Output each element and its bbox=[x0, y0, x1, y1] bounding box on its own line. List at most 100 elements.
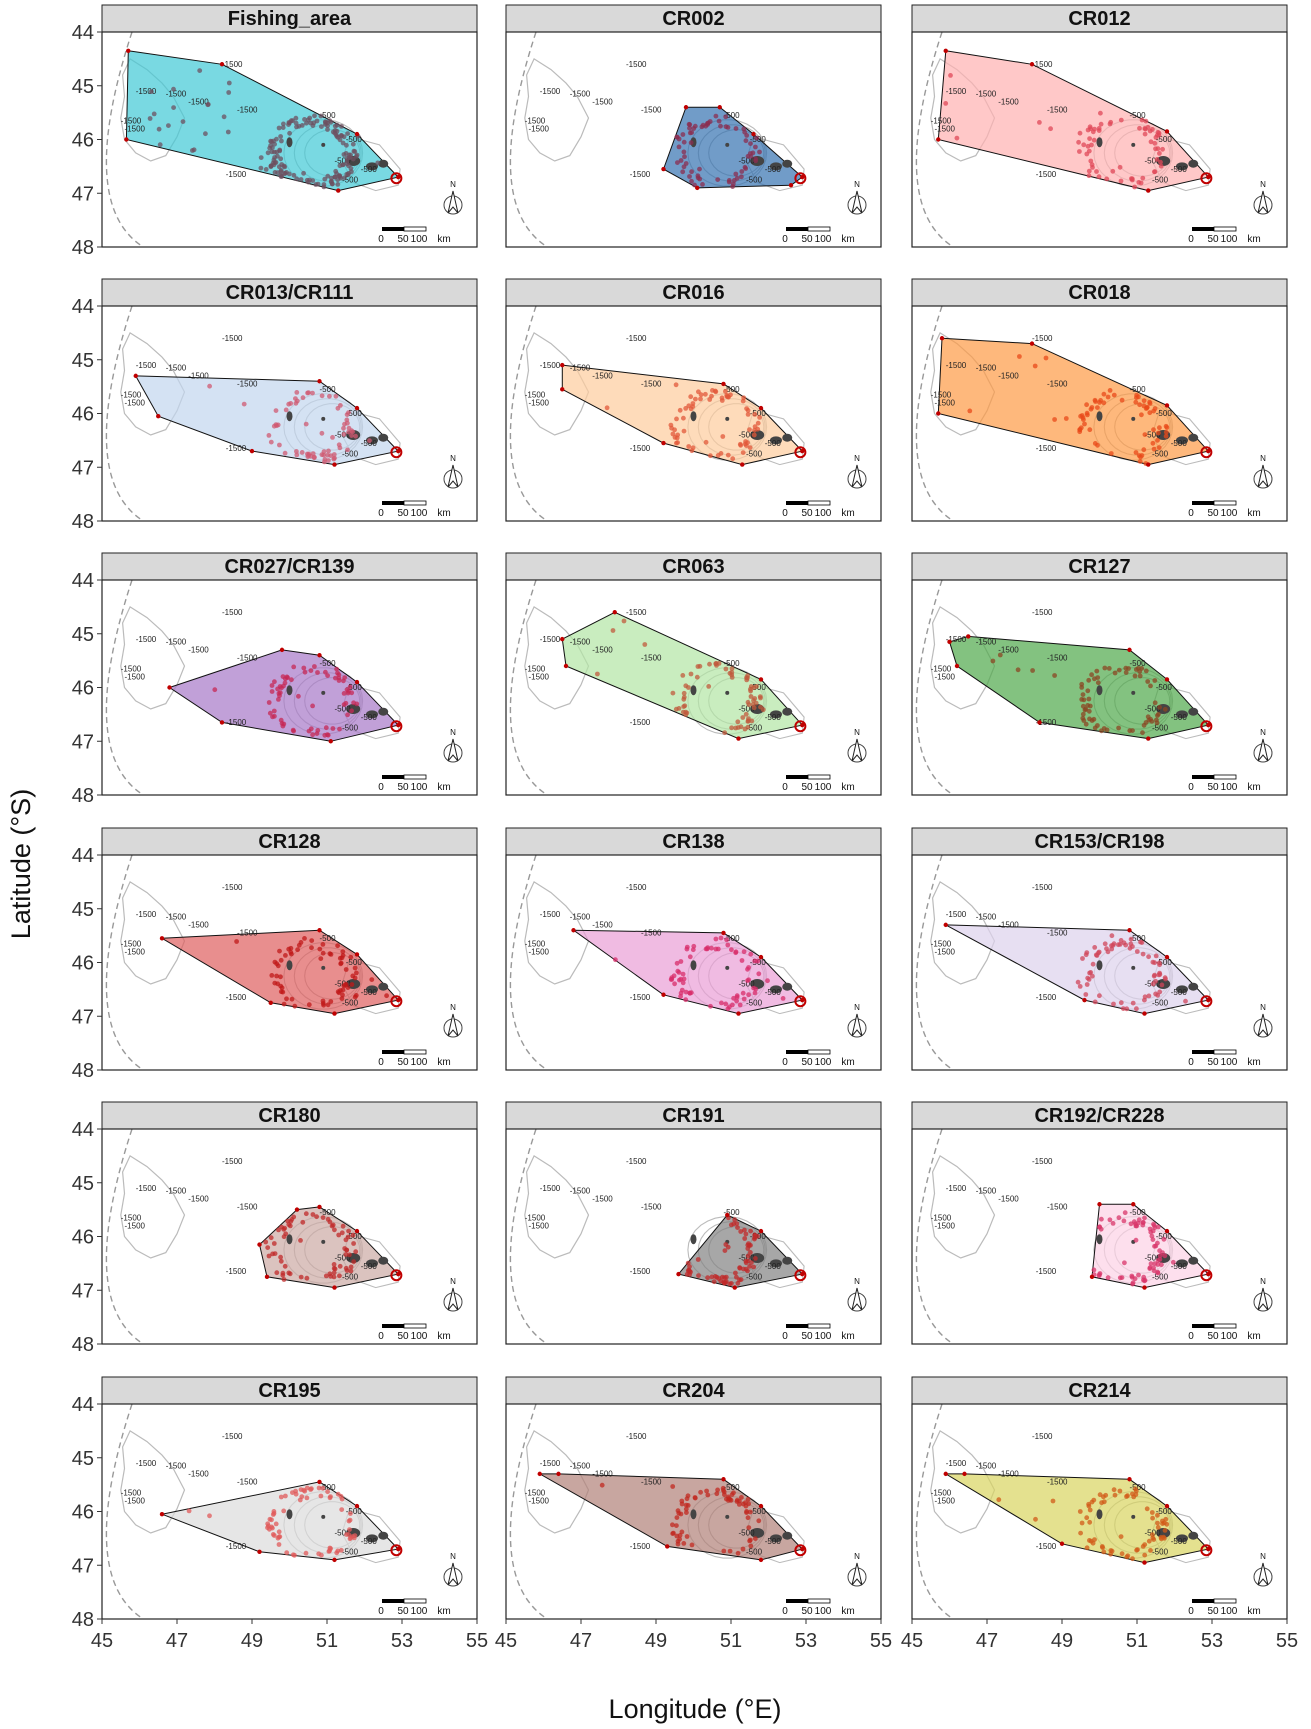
hull-vertex-point bbox=[354, 405, 360, 411]
catch-point bbox=[1118, 117, 1124, 123]
catch-point bbox=[1078, 1530, 1083, 1536]
catch-point bbox=[1050, 1498, 1056, 1504]
catch-point bbox=[1134, 1547, 1139, 1553]
catch-point bbox=[226, 80, 232, 86]
hull-vertex-point bbox=[560, 636, 565, 642]
facet-title: CR195 bbox=[258, 1380, 320, 1402]
north-arrow-label: N bbox=[1260, 728, 1266, 737]
contour-label: -1500 bbox=[998, 1195, 1019, 1204]
catch-point bbox=[686, 444, 692, 449]
catch-point bbox=[711, 1279, 717, 1285]
contour-label: -500 bbox=[739, 705, 756, 714]
catch-point bbox=[327, 118, 333, 123]
hull-vertex-point bbox=[396, 722, 401, 728]
catch-point bbox=[289, 996, 295, 1002]
catch-point bbox=[1183, 998, 1188, 1004]
catch-point bbox=[745, 978, 750, 983]
panel-content: -1500-1500 -1500-1500-1500-1500-1500-1500… bbox=[915, 32, 1213, 247]
catch-point bbox=[1146, 993, 1152, 999]
island-shape bbox=[770, 710, 782, 719]
catch-point bbox=[1086, 168, 1092, 174]
catch-point bbox=[337, 726, 342, 732]
catch-point bbox=[1079, 697, 1085, 702]
catch-point bbox=[325, 123, 330, 129]
catch-point bbox=[1094, 668, 1100, 674]
catch-point bbox=[1095, 680, 1101, 686]
hull-vertex-point bbox=[758, 1228, 764, 1234]
catch-point bbox=[315, 670, 320, 675]
catch-point bbox=[1120, 1006, 1126, 1011]
hull-vertex-point bbox=[794, 720, 807, 733]
catch-point bbox=[1090, 165, 1095, 170]
catch-point bbox=[281, 683, 286, 689]
contour-label: -1500 bbox=[641, 106, 662, 115]
catch-point bbox=[1079, 1520, 1085, 1526]
island-shape bbox=[1188, 982, 1199, 991]
scale-bar-label: 0 bbox=[782, 782, 788, 793]
contour-label: -1500 bbox=[540, 1184, 561, 1193]
catch-point bbox=[283, 1493, 288, 1499]
contour-label: -1500 bbox=[136, 87, 157, 96]
catch-point bbox=[681, 428, 687, 434]
panel-content: -1500-1500 -1500-1500-1500-1500-1500-1500… bbox=[105, 1129, 403, 1344]
contour-label: -1500 bbox=[125, 672, 146, 681]
catch-point bbox=[683, 997, 689, 1003]
contour-label: -1500 bbox=[931, 1213, 952, 1222]
catch-point bbox=[1117, 1275, 1123, 1281]
convex-hull-polygon bbox=[943, 1473, 1210, 1564]
contour-label: -500 bbox=[1171, 1262, 1188, 1271]
contour-label: -500 bbox=[724, 659, 741, 668]
catch-point bbox=[676, 1510, 682, 1516]
contour-label: -500 bbox=[739, 980, 756, 989]
island-shape bbox=[378, 159, 389, 168]
hull-vertex-point bbox=[1206, 1271, 1211, 1277]
catch-point bbox=[275, 686, 280, 692]
catch-point bbox=[1163, 429, 1169, 435]
contour-label: -1500 bbox=[125, 947, 146, 956]
hull-vertex-point bbox=[317, 1479, 322, 1485]
contour-label: -1500 bbox=[946, 1184, 967, 1193]
catch-point bbox=[692, 1495, 698, 1500]
hull-vertex-point bbox=[954, 663, 960, 669]
catch-point bbox=[1123, 942, 1129, 948]
catch-point bbox=[1110, 168, 1116, 174]
catch-point bbox=[1084, 982, 1090, 987]
contour-label: -1500 bbox=[121, 664, 142, 673]
panel-content: -1500-1500 -1500-1500-1500-1500-1500-1500… bbox=[915, 1404, 1213, 1619]
catch-point bbox=[1118, 178, 1124, 184]
catch-point bbox=[289, 951, 294, 957]
catch-point bbox=[1094, 169, 1099, 174]
catch-point bbox=[674, 416, 679, 422]
catch-point bbox=[333, 675, 338, 681]
contour-label: -1500 bbox=[641, 654, 662, 663]
catch-point bbox=[729, 947, 734, 953]
facet-panels: Fishing_area-1500-1500 -1500-1500-1500-15… bbox=[72, 4, 1298, 1652]
catch-point bbox=[990, 658, 996, 664]
catch-point bbox=[327, 1271, 333, 1277]
catch-point bbox=[754, 135, 759, 141]
catch-point bbox=[1149, 1510, 1155, 1515]
catch-point bbox=[1087, 703, 1093, 709]
catch-point bbox=[337, 955, 343, 961]
catch-point bbox=[287, 1271, 293, 1277]
panel-border bbox=[911, 1403, 1288, 1620]
contour-label: -1500 bbox=[136, 635, 157, 644]
catch-point bbox=[343, 982, 349, 987]
catch-point bbox=[294, 176, 300, 182]
catch-point bbox=[307, 115, 313, 121]
catch-point bbox=[322, 119, 328, 125]
contour-label: -500 bbox=[1130, 1483, 1147, 1492]
catch-point bbox=[735, 719, 741, 725]
catch-point bbox=[684, 1510, 689, 1515]
catch-point bbox=[306, 451, 312, 457]
catch-point bbox=[1128, 1221, 1134, 1227]
catch-point bbox=[267, 1516, 273, 1522]
catch-point bbox=[349, 169, 354, 175]
contour-label: -500 bbox=[1145, 157, 1162, 166]
island-shape bbox=[321, 690, 326, 695]
catch-point bbox=[742, 1236, 748, 1241]
catch-point bbox=[757, 149, 762, 155]
y-tick-label: 48 bbox=[72, 1060, 94, 1082]
catch-point bbox=[295, 947, 300, 953]
contour-label: -500 bbox=[739, 1254, 756, 1263]
